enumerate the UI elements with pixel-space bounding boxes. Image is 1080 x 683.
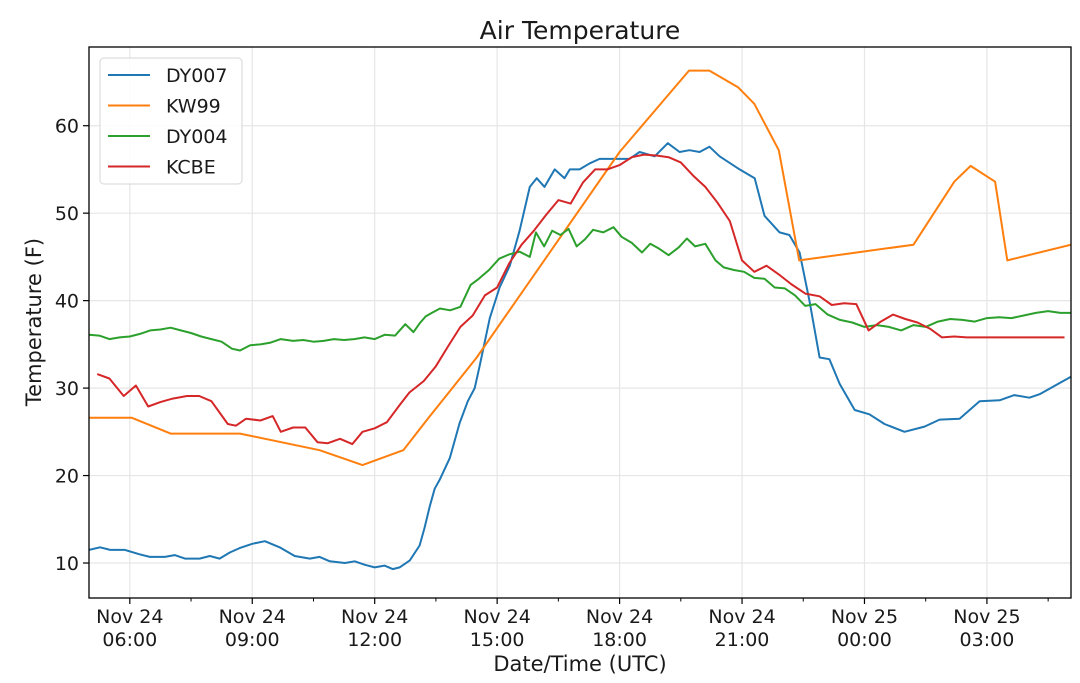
x-tick-label-time: 03:00 — [960, 629, 1015, 651]
y-axis-label: Temperature (F) — [22, 238, 46, 407]
chart-title: Air Temperature — [480, 16, 681, 45]
x-tick-label-date: Nov 25 — [831, 606, 898, 628]
legend-label: DY007 — [166, 65, 227, 87]
y-tick-label: 30 — [55, 378, 79, 400]
legend-label: DY004 — [166, 126, 227, 148]
x-tick-label-time: 06:00 — [102, 629, 157, 651]
x-tick-label-time: 21:00 — [715, 629, 770, 651]
x-tick-label-time: 18:00 — [592, 629, 647, 651]
y-tick-label: 60 — [55, 116, 79, 138]
y-tick-label: 20 — [55, 466, 79, 488]
x-tick-label-date: Nov 24 — [96, 606, 163, 628]
legend: DY007 KW99 DY004 KCBE — [100, 58, 242, 184]
y-tick-label: 50 — [55, 203, 79, 225]
x-axis-label: Date/Time (UTC) — [493, 652, 666, 676]
legend-label: KCBE — [166, 157, 216, 179]
x-tick-label-date: Nov 24 — [463, 606, 530, 628]
legend-label: KW99 — [166, 96, 221, 118]
x-tick-label-time: 00:00 — [837, 629, 892, 651]
x-tick-label-date: Nov 24 — [219, 606, 286, 628]
x-tick-label-date: Nov 25 — [953, 606, 1020, 628]
y-tick-label: 40 — [55, 291, 79, 313]
x-tick-label-time: 09:00 — [225, 629, 280, 651]
x-tick-label-time: 12:00 — [347, 629, 402, 651]
x-tick-label-date: Nov 24 — [708, 606, 775, 628]
y-tick-label: 10 — [55, 553, 79, 575]
x-tick-label-time: 15:00 — [470, 629, 525, 651]
x-tick-label-date: Nov 24 — [586, 606, 653, 628]
x-tick-label-date: Nov 24 — [341, 606, 408, 628]
